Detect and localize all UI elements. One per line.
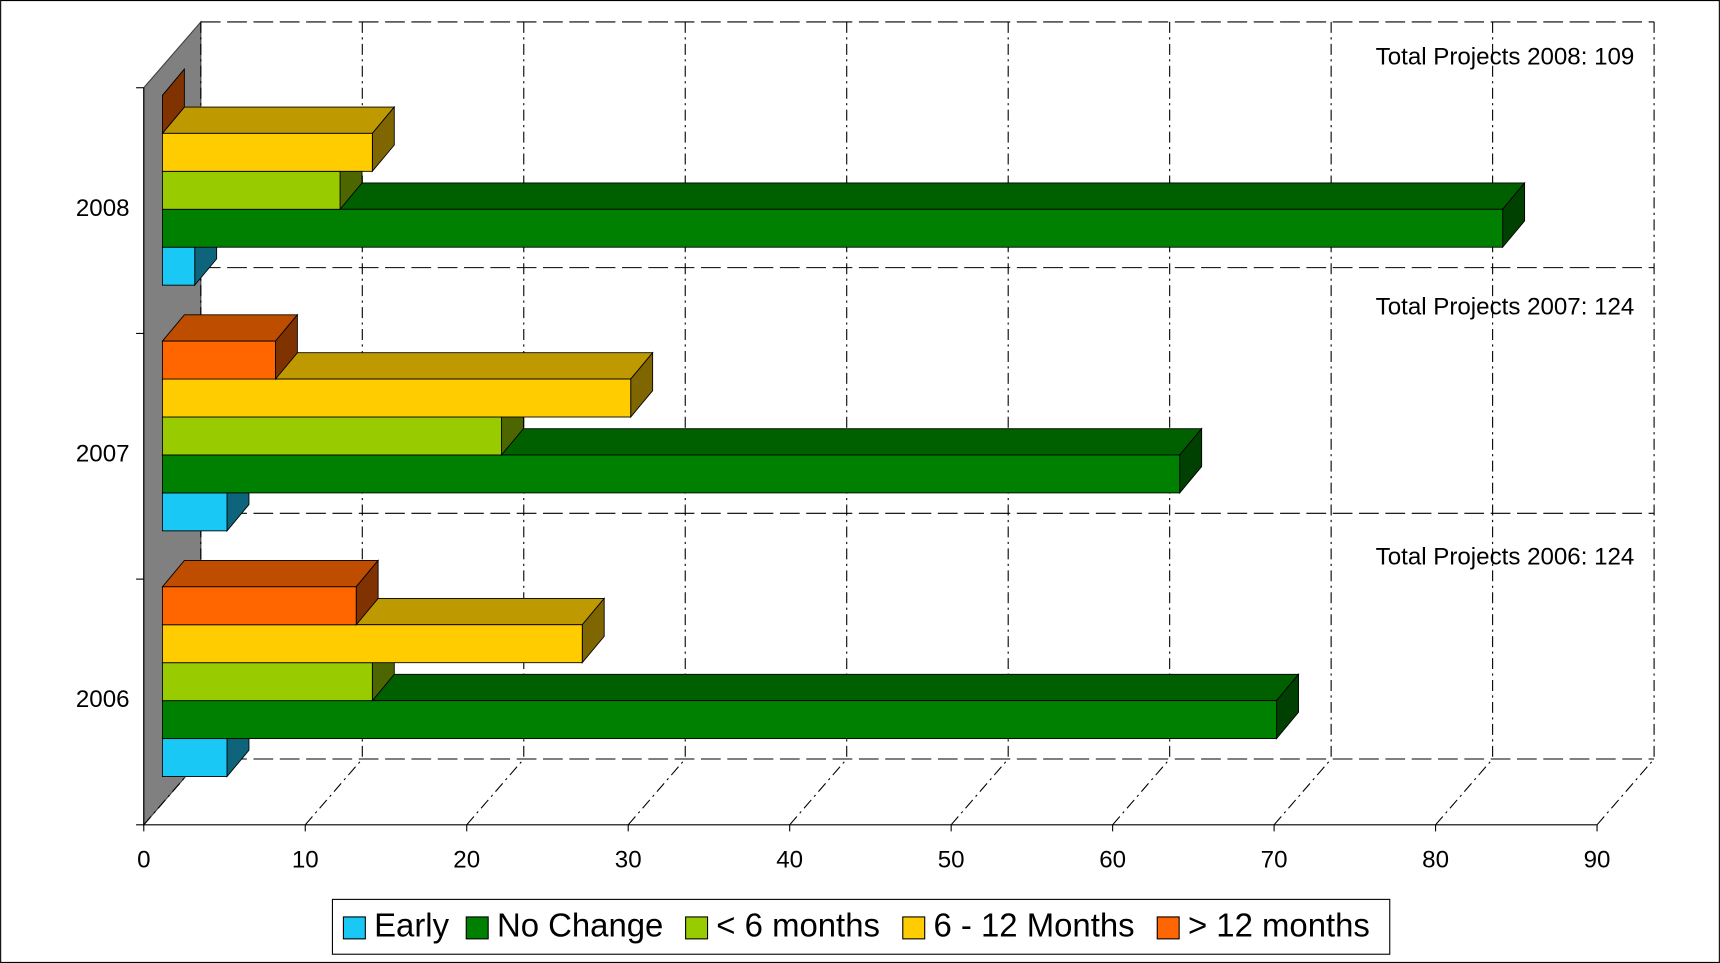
x-tick-label: 60 <box>1099 846 1126 873</box>
x-tick-label: 10 <box>292 846 319 873</box>
bar-front <box>161 700 1278 740</box>
bar <box>161 559 380 626</box>
legend-box <box>331 898 1391 955</box>
bar-front <box>161 246 196 286</box>
x-tick-label: 40 <box>776 846 803 873</box>
floor-grid-line <box>466 758 525 826</box>
floor-grid-line <box>627 758 686 826</box>
x-tick-label: 0 <box>137 846 150 873</box>
annotation: Total Projects 2008: 109 <box>1376 44 1635 71</box>
x-tick-label: 90 <box>1584 846 1611 873</box>
legend-label: 6 - 12 Months <box>933 907 1134 944</box>
bar-front <box>161 492 228 532</box>
x-tick-label: 70 <box>1261 846 1288 873</box>
bar-front <box>161 416 502 456</box>
bar-side <box>161 67 185 135</box>
floor-grid-line <box>1596 758 1655 826</box>
legend-label: < 6 months <box>716 907 880 944</box>
bar <box>161 313 299 381</box>
floor-grid-line <box>789 758 848 826</box>
bar-top <box>161 560 380 588</box>
y-tick-label: 2007 <box>76 441 130 468</box>
y-tick-label: 2006 <box>76 686 130 713</box>
bar-front <box>161 340 276 380</box>
bar-front <box>161 454 1181 494</box>
floor-grid-line <box>304 758 363 826</box>
bar <box>161 67 185 135</box>
bar-front <box>161 132 373 172</box>
legend-swatch <box>1156 916 1180 940</box>
bar-front <box>161 662 373 702</box>
bar <box>161 105 396 173</box>
bar <box>161 181 1526 249</box>
bar <box>161 673 1300 740</box>
bar-front <box>161 378 632 418</box>
floor-grid-line <box>950 758 1009 826</box>
annotation: Total Projects 2007: 124 <box>1376 294 1635 321</box>
bar-front <box>161 208 1504 248</box>
floor-grid-line <box>1435 758 1494 826</box>
legend-swatch <box>465 916 489 940</box>
bar-front <box>161 586 357 626</box>
bar-front <box>161 624 583 664</box>
bar-front <box>161 170 341 210</box>
legend-label: No Change <box>497 907 663 944</box>
legend-label: Early <box>374 907 449 944</box>
bar-top <box>161 314 299 342</box>
x-tick-label: 20 <box>453 846 480 873</box>
bar-front <box>161 738 228 777</box>
bar-top <box>161 182 1526 210</box>
legend-swatch <box>902 916 926 940</box>
y-tick-label: 2008 <box>76 195 130 222</box>
bar <box>161 351 654 419</box>
legend-swatch <box>685 916 709 940</box>
x-tick-label: 50 <box>938 846 965 873</box>
x-tick-label: 30 <box>615 846 642 873</box>
bar-top <box>161 106 396 134</box>
legend-label: > 12 months <box>1188 907 1370 944</box>
floor-grid-line <box>1273 758 1332 826</box>
floor-grid-line <box>1112 758 1171 826</box>
x-tick-label: 80 <box>1422 846 1449 873</box>
legend-swatch <box>342 916 366 940</box>
annotation: Total Projects 2006: 124 <box>1376 544 1635 571</box>
